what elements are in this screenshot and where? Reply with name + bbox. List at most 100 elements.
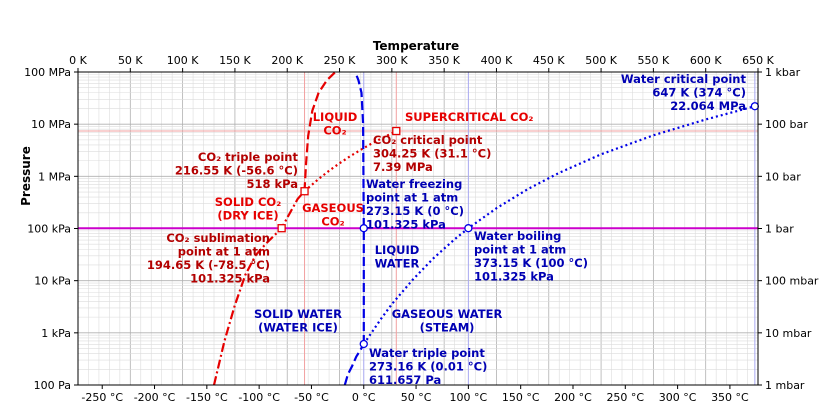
annotation-line: Water boiling bbox=[474, 229, 561, 243]
tick-label-top: 400 K bbox=[481, 54, 513, 67]
annotation-gaseous-co2: GASEOUS CO₂ bbox=[302, 201, 364, 229]
annotation-line: CO₂ triple point bbox=[198, 150, 299, 164]
tick-label-left: 100 Pa bbox=[34, 379, 71, 392]
annotation-line: 518 kPa bbox=[246, 177, 298, 191]
annotation-line: CO₂ sublimation bbox=[166, 231, 270, 245]
annotation-line: Water freezing bbox=[366, 177, 462, 191]
tick-label-bottom: 0 °C bbox=[352, 391, 376, 404]
annotation-line: 373.15 K (100 °C) bbox=[474, 256, 588, 270]
annotation-co2-critical-point: CO₂ critical point 304.25 K (31.1 °C) 7.39… bbox=[373, 133, 491, 174]
annotation-line: Water critical point bbox=[621, 72, 747, 86]
annotation-line: GASEOUS bbox=[302, 201, 364, 215]
annotation-co2-triple-point: CO₂ triple point 216.55 K (-56.6 °C) 518 k… bbox=[175, 150, 299, 191]
tick-label-top: 150 K bbox=[219, 54, 251, 67]
annotation-line: 647 K (374 °C) bbox=[652, 86, 746, 100]
annotation-line: SOLID CO₂ bbox=[215, 195, 281, 209]
tick-label-top: 450 K bbox=[533, 54, 565, 67]
curve-co2_melting bbox=[303, 71, 337, 192]
annotation-line: 273.16 K (0.01 °C) bbox=[369, 360, 487, 374]
tick-label-bottom: 200 °C bbox=[554, 391, 592, 404]
curve-water_melting bbox=[354, 71, 365, 344]
annotation-line: 22.064 MPa bbox=[670, 99, 746, 113]
marker-co2_critical bbox=[392, 126, 401, 136]
tick-label-bottom: 50 °C bbox=[401, 391, 432, 404]
annotation-liquid-water: LIQUID WATER bbox=[375, 243, 420, 271]
annotation-line: point at 1 atm bbox=[366, 191, 458, 205]
marker-water_freezing bbox=[359, 224, 368, 233]
tick-label-left: 10 MPa bbox=[31, 118, 71, 131]
annotation-line: (DRY ICE) bbox=[217, 209, 278, 223]
annotation-line: SUPERCRITICAL CO₂ bbox=[405, 110, 533, 124]
annotation-line: 273.15 K (0 °C) bbox=[366, 204, 464, 218]
tick-label-top: 500 K bbox=[585, 54, 617, 67]
tick-label-bottom: -250 °C bbox=[81, 391, 123, 404]
annotation-line: 194.65 K (-78.5 °C) bbox=[147, 258, 270, 272]
annotation-line: CO₂ bbox=[323, 124, 346, 138]
curve-water_sublimation bbox=[343, 343, 365, 386]
marker-water_boiling bbox=[464, 224, 473, 233]
tick-label-right: 1 mbar bbox=[765, 379, 805, 392]
tick-label-right: 10 bar bbox=[765, 170, 801, 183]
phase-curves bbox=[212, 71, 756, 386]
annotation-line: 304.25 K (31.1 °C) bbox=[373, 147, 491, 161]
tick-label-right: 100 mbar bbox=[765, 275, 819, 288]
tick-label-top: 200 K bbox=[271, 54, 303, 67]
marker-water_critical bbox=[750, 102, 760, 111]
annotation-line: point at 1 atm bbox=[474, 243, 566, 257]
annotation-water-critical-point: Water critical point 647 K (374 °C) 22.064… bbox=[621, 72, 747, 113]
annotation-line: 101.325 kPa bbox=[474, 270, 554, 284]
tick-label-left: 1 MPa bbox=[38, 170, 71, 183]
curve-co2_sublimation bbox=[212, 190, 306, 386]
tick-label-top: 50 K bbox=[118, 54, 143, 67]
annotation-line: LIQUID bbox=[375, 243, 420, 257]
tick-label-top: 250 K bbox=[324, 54, 356, 67]
tick-label-bottom: -200 °C bbox=[134, 391, 176, 404]
annotation-liquid-co2: LIQUID CO₂ bbox=[313, 110, 358, 138]
annotation-line: CO₂ critical point bbox=[373, 133, 483, 147]
tick-label-top: 0 K bbox=[69, 54, 87, 67]
marker-water_triple bbox=[359, 339, 368, 349]
phase-points bbox=[277, 102, 760, 349]
marker-co2_triple bbox=[300, 187, 309, 196]
tick-label-bottom: -100 °C bbox=[238, 391, 280, 404]
curve-water_vaporization bbox=[362, 105, 756, 345]
annotation-line: WATER bbox=[375, 257, 420, 271]
y-axis-title: Pressure bbox=[19, 146, 33, 206]
annotation-solid-co2: SOLID CO₂ (DRY ICE) bbox=[215, 195, 281, 223]
x-axis-title: Temperature bbox=[373, 39, 459, 53]
tick-label-right: 1 kbar bbox=[765, 66, 801, 79]
annotation-line: (STEAM) bbox=[420, 321, 475, 335]
annotation-water-triple-point: Water triple point 273.16 K (0.01 °C) 611.… bbox=[369, 346, 487, 387]
tick-label-left: 100 MPa bbox=[24, 66, 71, 79]
tick-label-top: 550 K bbox=[638, 54, 670, 67]
axis-ticks: 0 K 50 K 100 K 150 K 200 K 250 K 300 K 350 K 400… bbox=[24, 54, 819, 404]
annotation-line: SOLID WATER bbox=[254, 307, 342, 321]
annotation-line: LIQUID bbox=[313, 110, 358, 124]
tick-label-bottom: -50 °C bbox=[294, 391, 329, 404]
annotation-supercritical-co2: SUPERCRITICAL CO₂ bbox=[405, 110, 533, 124]
tick-label-bottom: 100 °C bbox=[450, 391, 488, 404]
tick-label-top: 350 K bbox=[428, 54, 460, 67]
annotation-line: 101.325 kPa bbox=[190, 272, 270, 286]
tick-label-top: 300 K bbox=[376, 54, 408, 67]
annotation-water-freezing-point: Water freezing point at 1 atm 273.15 K (0 … bbox=[366, 177, 464, 232]
tick-label-top: 100 K bbox=[167, 54, 199, 67]
annotation-line: 101.325 kPa bbox=[366, 218, 446, 232]
tick-label-right: 10 mbar bbox=[765, 327, 812, 340]
tick-label-top: 600 K bbox=[690, 54, 722, 67]
tick-label-left: 1 kPa bbox=[41, 327, 71, 340]
tick-label-bottom: 350 °C bbox=[711, 391, 749, 404]
annotation-co2-sublimation: CO₂ sublimation point at 1 atm 194.65 K (-… bbox=[147, 231, 270, 286]
tick-label-bottom: -150 °C bbox=[186, 391, 228, 404]
tick-label-left: 10 kPa bbox=[34, 275, 71, 288]
marker-co2_sublimation_1atm bbox=[277, 224, 286, 233]
annotation-gaseous-water: GASEOUS WATER (STEAM) bbox=[392, 307, 503, 335]
annotation-solid-water: SOLID WATER (WATER ICE) bbox=[254, 307, 342, 335]
tick-label-bottom: 250 °C bbox=[606, 391, 644, 404]
annotation-water-boiling-point: Water boiling point at 1 atm 373.15 K (100… bbox=[474, 229, 588, 284]
annotation-line: 216.55 K (-56.6 °C) bbox=[175, 164, 298, 178]
tick-label-left: 100 kPa bbox=[27, 223, 71, 236]
annotation-line: GASEOUS WATER bbox=[392, 307, 503, 321]
tick-label-right: 100 bar bbox=[765, 118, 808, 131]
